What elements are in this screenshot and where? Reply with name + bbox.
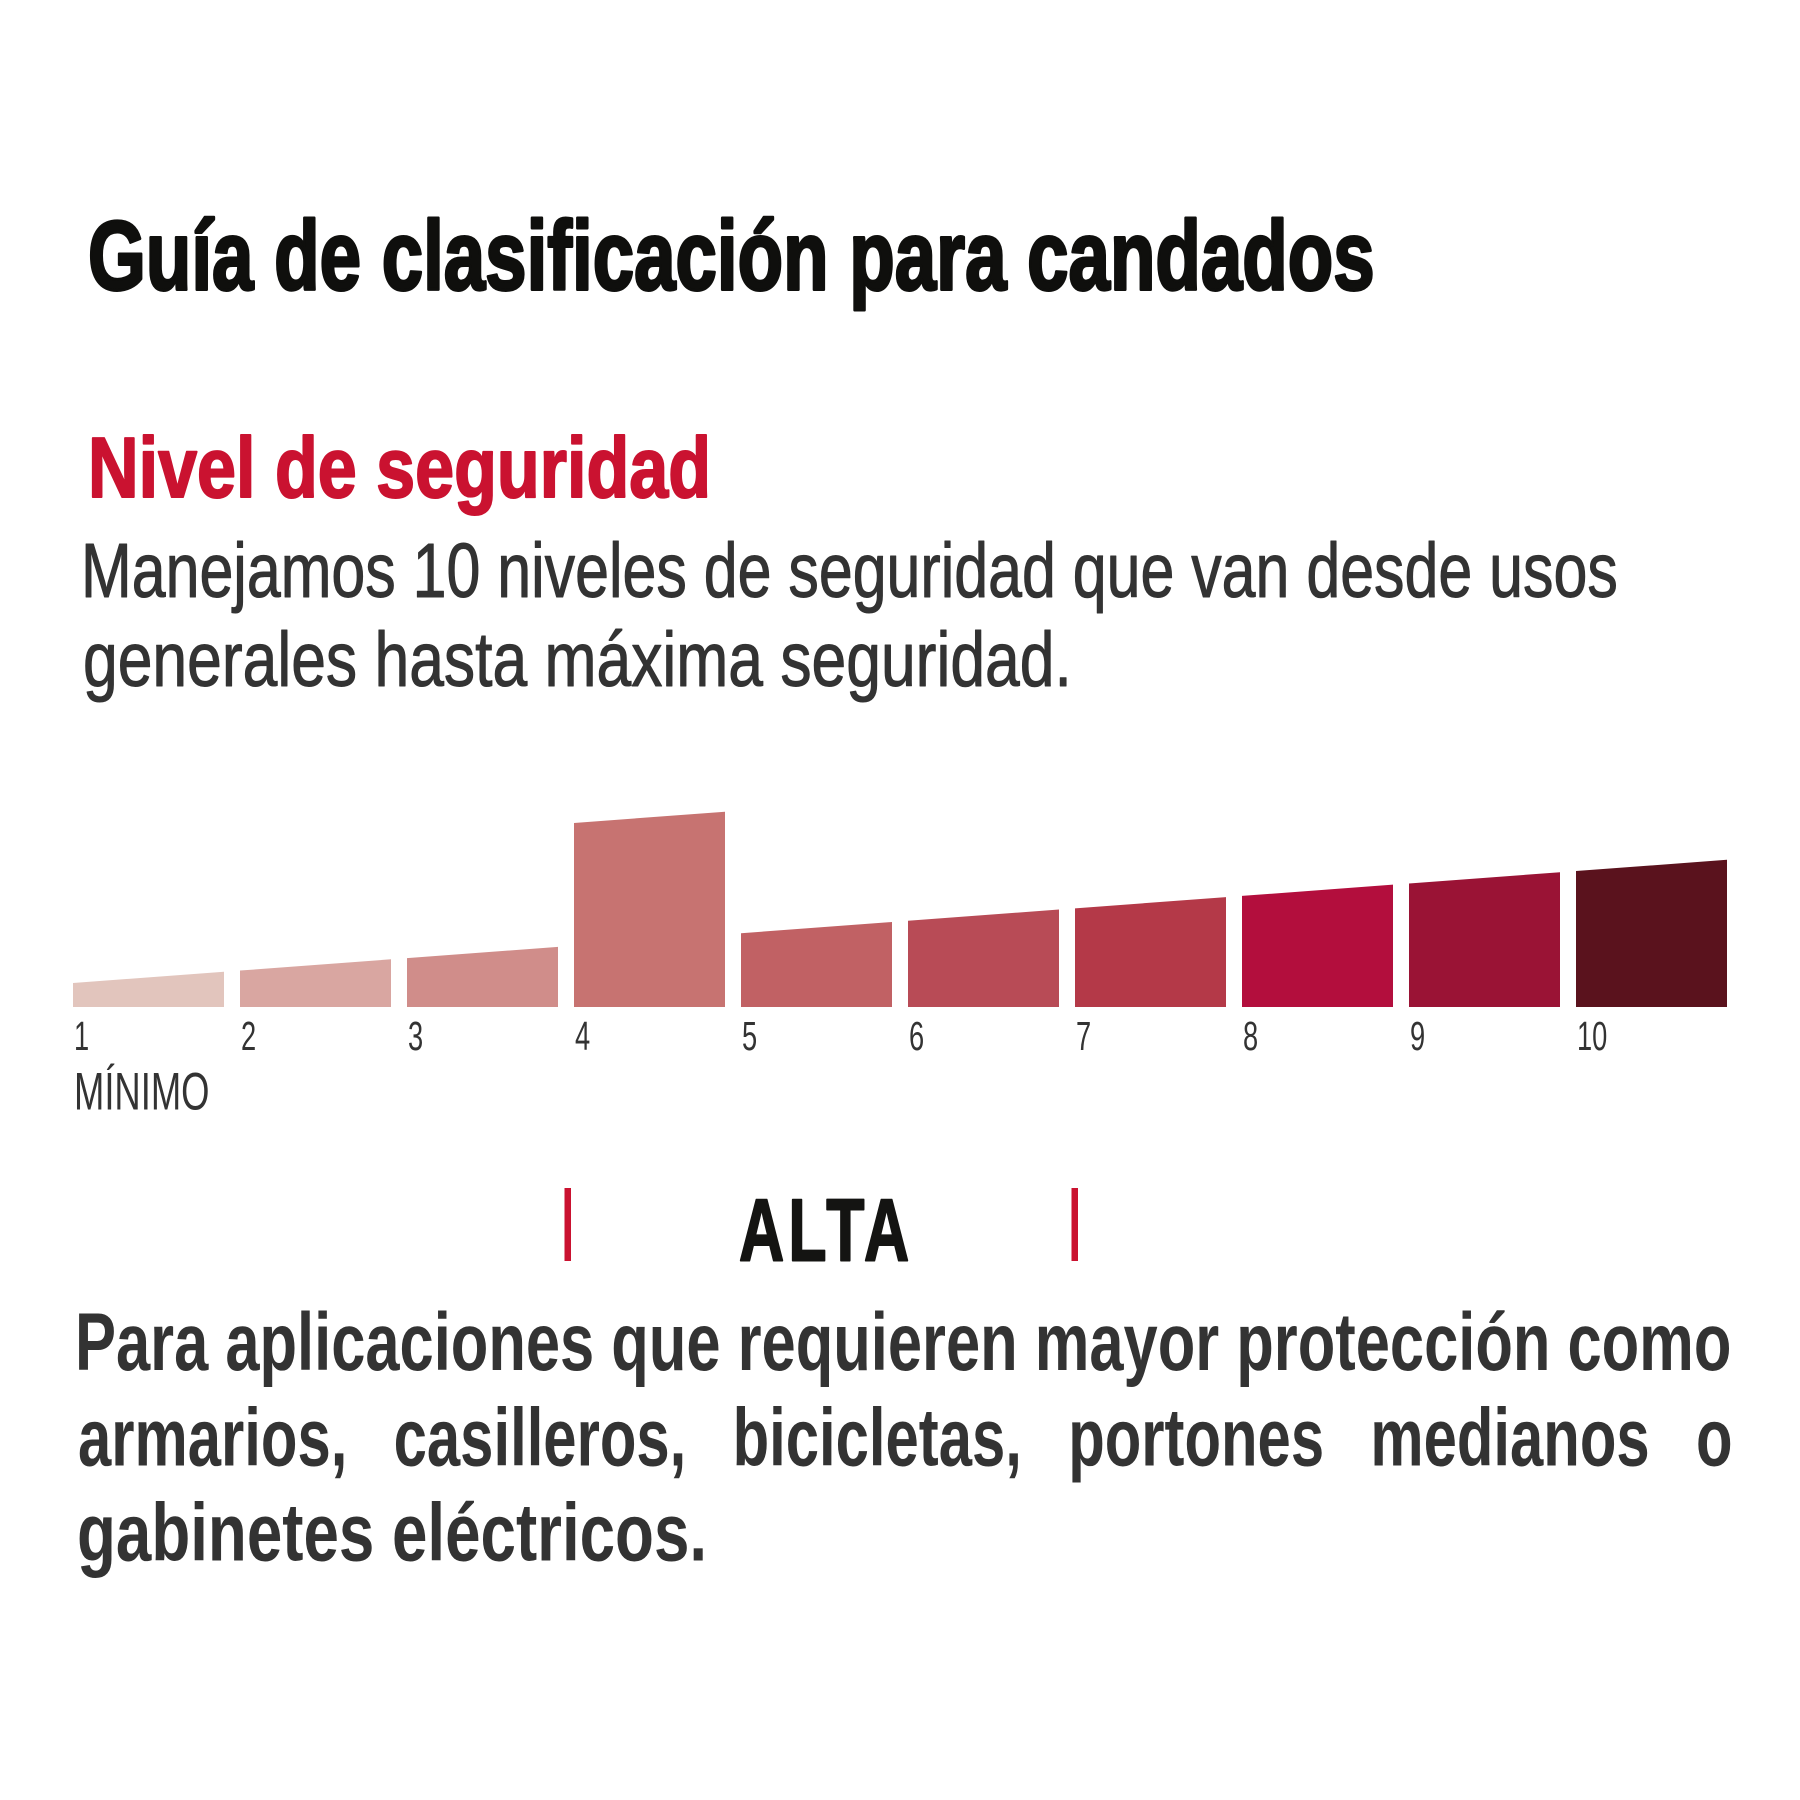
svg-text:ALTA: ALTA bbox=[739, 1182, 913, 1280]
svg-text:Para aplicaciones que requiere: Para aplicaciones que requieren mayor pr… bbox=[75, 1298, 1731, 1388]
svg-text:4: 4 bbox=[575, 1015, 590, 1060]
svg-text:Manejamos 10 niveles de seguri: Manejamos 10 niveles de seguridad que va… bbox=[81, 527, 1618, 614]
svg-text:armarios, casilleros, biciclet: armarios, casilleros, bicicletas, porton… bbox=[78, 1392, 1732, 1483]
svg-text:Guía de clasificación para can: Guía de clasificación para candados bbox=[88, 200, 1375, 311]
svg-text:8: 8 bbox=[1243, 1015, 1258, 1060]
svg-text:MÍNIMO: MÍNIMO bbox=[74, 1062, 209, 1121]
svg-text:5: 5 bbox=[742, 1015, 757, 1060]
svg-text:gabinetes eléctricos.: gabinetes eléctricos. bbox=[77, 1488, 707, 1578]
svg-text:generales hasta máxima segurid: generales hasta máxima seguridad. bbox=[83, 617, 1072, 703]
svg-text:10: 10 bbox=[1577, 1015, 1607, 1060]
svg-text:9: 9 bbox=[1410, 1015, 1425, 1060]
svg-text:1: 1 bbox=[74, 1015, 89, 1060]
svg-text:3: 3 bbox=[408, 1015, 423, 1060]
svg-text:7: 7 bbox=[1076, 1015, 1091, 1060]
svg-text:6: 6 bbox=[909, 1015, 924, 1060]
svg-text:2: 2 bbox=[241, 1015, 256, 1060]
svg-text:Nivel de seguridad: Nivel de seguridad bbox=[88, 419, 711, 515]
